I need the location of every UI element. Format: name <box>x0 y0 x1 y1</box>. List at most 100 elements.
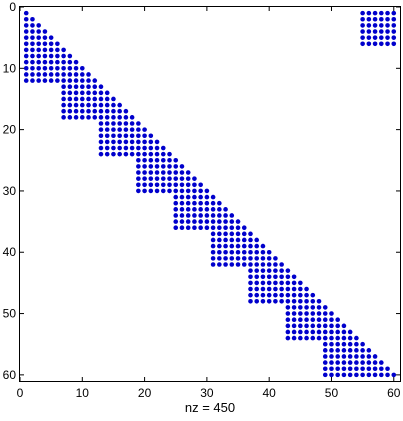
nonzero-marker <box>329 354 334 359</box>
nonzero-marker <box>42 53 48 59</box>
nonzero-marker <box>304 311 309 316</box>
nonzero-marker <box>254 280 260 286</box>
nonzero-marker <box>360 354 365 359</box>
nonzero-marker <box>185 225 191 231</box>
nonzero-marker <box>217 207 222 212</box>
nonzero-marker <box>254 256 260 261</box>
nonzero-marker <box>61 72 66 77</box>
nonzero-marker <box>104 145 110 151</box>
nonzero-marker <box>316 305 322 310</box>
nonzero-marker <box>329 329 334 335</box>
nonzero-marker <box>185 188 191 194</box>
nonzero-marker <box>341 372 347 378</box>
nonzero-marker <box>366 354 372 359</box>
nonzero-marker <box>198 194 203 200</box>
nonzero-marker <box>291 305 297 310</box>
nonzero-marker <box>385 366 390 372</box>
nonzero-marker <box>291 299 297 304</box>
nonzero-marker <box>98 84 104 89</box>
nonzero-marker <box>123 115 129 120</box>
nonzero-marker <box>154 170 160 175</box>
nonzero-marker <box>217 219 222 224</box>
nonzero-marker <box>322 348 328 353</box>
nonzero-marker <box>48 72 54 77</box>
nonzero-marker <box>142 188 147 194</box>
x-tick-label: 0 <box>17 386 24 400</box>
nonzero-marker <box>347 366 353 372</box>
nonzero-marker <box>154 151 160 157</box>
nonzero-marker <box>136 182 141 188</box>
nonzero-marker <box>341 348 347 353</box>
nonzero-marker <box>92 78 98 83</box>
nonzero-marker <box>136 164 141 169</box>
nonzero-marker <box>217 200 222 206</box>
nonzero-marker <box>55 53 60 59</box>
nonzero-marker <box>67 102 73 108</box>
nonzero-marker <box>304 286 309 292</box>
nonzero-markers <box>23 10 397 378</box>
nonzero-marker <box>117 102 122 108</box>
nonzero-marker <box>198 207 203 212</box>
nonzero-marker <box>254 237 260 243</box>
nonzero-marker <box>285 323 291 329</box>
nonzero-marker <box>291 292 297 298</box>
nonzero-marker <box>372 372 378 378</box>
nonzero-marker <box>104 133 110 139</box>
nonzero-marker <box>142 151 147 157</box>
nonzero-marker <box>148 170 154 175</box>
nonzero-marker <box>248 256 253 261</box>
nonzero-marker <box>260 262 266 267</box>
nonzero-marker <box>266 268 272 273</box>
nonzero-marker <box>291 329 297 335</box>
nonzero-marker <box>254 274 260 280</box>
nonzero-marker <box>210 194 216 200</box>
nonzero-marker <box>217 262 222 267</box>
nonzero-marker <box>160 170 166 175</box>
nonzero-marker <box>316 317 322 322</box>
nonzero-marker <box>347 372 353 378</box>
nonzero-marker <box>173 207 179 212</box>
nonzero-marker <box>260 243 266 249</box>
nonzero-marker <box>235 237 241 243</box>
nonzero-marker <box>291 280 297 286</box>
nonzero-marker <box>210 219 216 224</box>
nonzero-marker <box>223 219 228 224</box>
nonzero-marker <box>192 207 197 212</box>
nonzero-marker <box>129 121 135 126</box>
nonzero-marker <box>372 366 378 372</box>
nonzero-marker <box>98 151 104 157</box>
nonzero-marker <box>55 59 60 65</box>
nonzero-marker <box>360 16 365 22</box>
nonzero-marker <box>148 139 154 145</box>
nonzero-marker <box>273 268 278 273</box>
nonzero-marker <box>23 78 29 83</box>
nonzero-marker <box>316 323 322 329</box>
nonzero-marker <box>111 133 116 139</box>
nonzero-marker <box>291 286 297 292</box>
nonzero-marker <box>322 311 328 316</box>
nonzero-marker <box>266 292 272 298</box>
nonzero-marker <box>98 102 104 108</box>
nonzero-marker <box>322 323 328 329</box>
nonzero-marker <box>360 35 365 40</box>
nonzero-marker <box>129 151 135 157</box>
nonzero-marker <box>260 256 266 261</box>
nonzero-marker <box>229 225 235 231</box>
nonzero-marker <box>136 133 141 139</box>
nonzero-marker <box>185 182 191 188</box>
nonzero-marker <box>260 280 266 286</box>
nonzero-marker <box>42 59 48 65</box>
nonzero-marker <box>198 200 203 206</box>
nonzero-marker <box>204 200 210 206</box>
nonzero-marker <box>104 127 110 132</box>
nonzero-marker <box>192 200 197 206</box>
nonzero-marker <box>80 102 85 108</box>
nonzero-marker <box>298 311 303 316</box>
nonzero-marker <box>235 225 241 231</box>
nonzero-marker <box>30 47 35 53</box>
nonzero-marker <box>366 372 372 378</box>
nonzero-marker <box>391 35 397 40</box>
nonzero-marker <box>241 243 247 249</box>
nonzero-marker <box>385 23 390 28</box>
